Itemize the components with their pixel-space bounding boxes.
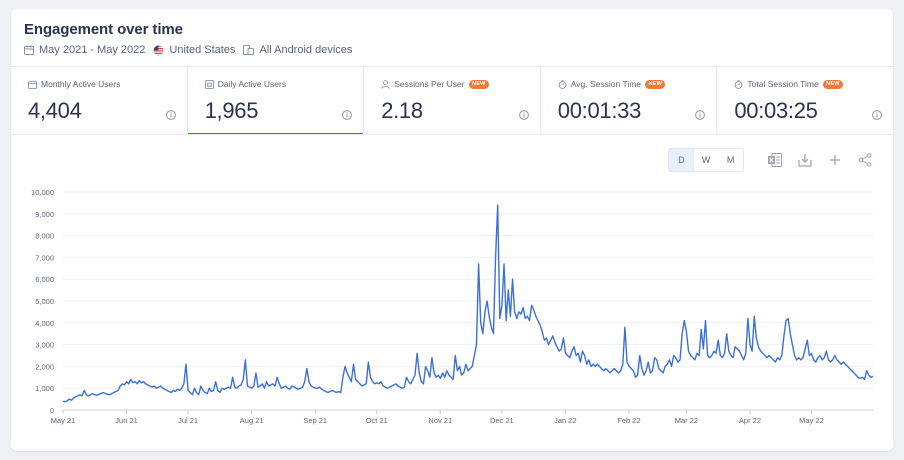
metric-label: Sessions Per User [394,79,465,89]
header-divider [11,66,893,67]
y-tick-label: 6,000 [35,275,54,284]
x-tick-label: Sep 21 [303,416,327,425]
excel-export-icon[interactable] [767,152,783,168]
engagement-line-chart: 0 1,000 2,000 3,000 4,000 5,000 6,000 7,000 8,00… [31,188,874,425]
metric-label-row: Total Session Time NEW [734,79,893,89]
stopwatch-icon [735,79,743,89]
x-tick-label: Oct 21 [366,416,388,425]
series-line-daily-active-users[interactable] [62,204,874,403]
metric-daily-active-users[interactable]: Daily Active Users 1,965 [187,66,365,135]
metric-total-session-time[interactable]: Total Session Time NEW 00:03:25 [717,66,893,134]
page-title: Engagement over time [24,21,183,38]
x-tick-label: Dec 21 [490,416,514,425]
engagement-card: Engagement over time May 2021 - May 2022 [11,9,893,451]
x-tick-label: Aug 21 [240,416,264,425]
y-tick-label: 1,000 [35,384,54,393]
share-icon[interactable] [857,152,873,168]
info-icon[interactable] [165,110,176,120]
info-icon[interactable] [518,110,529,120]
metric-label: Daily Active Users [217,79,287,89]
y-tick-label: 8,000 [35,232,54,241]
country-filter[interactable]: United States [153,44,235,56]
y-axis: 0 1,000 2,000 3,000 4,000 5,000 6,000 7,000 8,00… [31,188,54,415]
granularity-day-button[interactable]: D [669,149,694,171]
metric-label: Total Session Time [747,79,819,89]
info-icon[interactable] [342,110,353,120]
filter-summary: May 2021 - May 2022 United States [24,44,883,56]
metric-value: 2.18 [381,98,423,123]
date-range-label: May 2021 - May 2022 [39,44,146,56]
metric-label-row: Avg. Session Time NEW [558,79,717,89]
granularity-month-button[interactable]: M [726,155,735,165]
chart-grid [63,191,873,411]
download-icon[interactable] [797,152,813,168]
y-tick-label: 3,000 [35,341,54,350]
device-label: All Android devices [259,44,353,56]
calendar-icon [24,45,34,55]
us-flag-icon [153,45,164,55]
calendar-day-icon [204,79,214,89]
metric-avg-session-time[interactable]: Avg. Session Time NEW 00:01:33 [541,66,718,134]
metric-value: 00:03:25 [734,98,818,123]
y-tick-label: 5,000 [35,297,54,306]
metric-sessions-per-user[interactable]: Sessions Per User NEW 2.18 [364,66,541,134]
metric-value: 1,965 [204,98,259,123]
y-tick-label: 7,000 [35,253,54,262]
metric-label-row: Sessions Per User NEW [381,79,540,89]
x-tick-label: Mar 22 [675,416,698,425]
new-badge: NEW [645,79,666,89]
metric-value: 4,404 [28,98,82,123]
y-tick-label: 9,000 [35,210,54,219]
x-tick-label: Jan 22 [554,416,577,425]
metric-label-row: Daily Active Users [204,79,364,89]
stopwatch-icon [558,79,567,89]
metric-tabs: Monthly Active Users 4,404 Daily Active … [11,66,893,135]
x-tick-label: May 21 [51,416,76,425]
x-tick-label: Nov 21 [428,416,452,425]
y-tick-label: 10,000 [31,188,54,197]
x-tick-label: Jun 21 [115,416,138,425]
country-label: United States [169,44,236,56]
device-filter[interactable]: All Android devices [243,44,352,56]
metric-label: Monthly Active Users [41,79,121,89]
card-header: Engagement over time May 2021 - May 2022 [24,21,883,69]
x-axis: May 21 Jun 21 Jul 21 Aug 21 Sep 21 Oct 21 Nov … [51,410,824,425]
x-tick-label: Feb 22 [617,416,640,425]
chart-toolbar: D W M [643,148,893,174]
granularity-toggle: D W M [668,148,744,172]
metrics-divider [11,134,893,135]
devices-icon [243,45,255,55]
x-tick-label: Jul 21 [178,416,198,425]
metric-label: Avg. Session Time [570,79,642,89]
user-icon [381,79,390,89]
metric-label-row: Monthly Active Users [28,79,187,89]
calendar-icon [28,80,37,89]
info-icon[interactable] [872,110,882,120]
x-tick-label: May 22 [799,416,824,425]
date-range[interactable]: May 2021 - May 2022 [24,44,145,56]
granularity-week-button[interactable]: W [701,155,711,165]
metric-value: 00:01:33 [557,98,642,123]
new-badge: NEW [822,79,844,89]
metric-monthly-active-users[interactable]: Monthly Active Users 4,404 [11,66,188,134]
y-tick-label: 4,000 [35,319,54,328]
new-badge: NEW [468,79,490,89]
info-icon[interactable] [695,110,706,120]
x-tick-label: Apr 22 [739,416,761,425]
y-tick-label: 0 [50,406,54,415]
add-icon[interactable] [827,152,843,168]
y-tick-label: 2,000 [35,362,54,371]
